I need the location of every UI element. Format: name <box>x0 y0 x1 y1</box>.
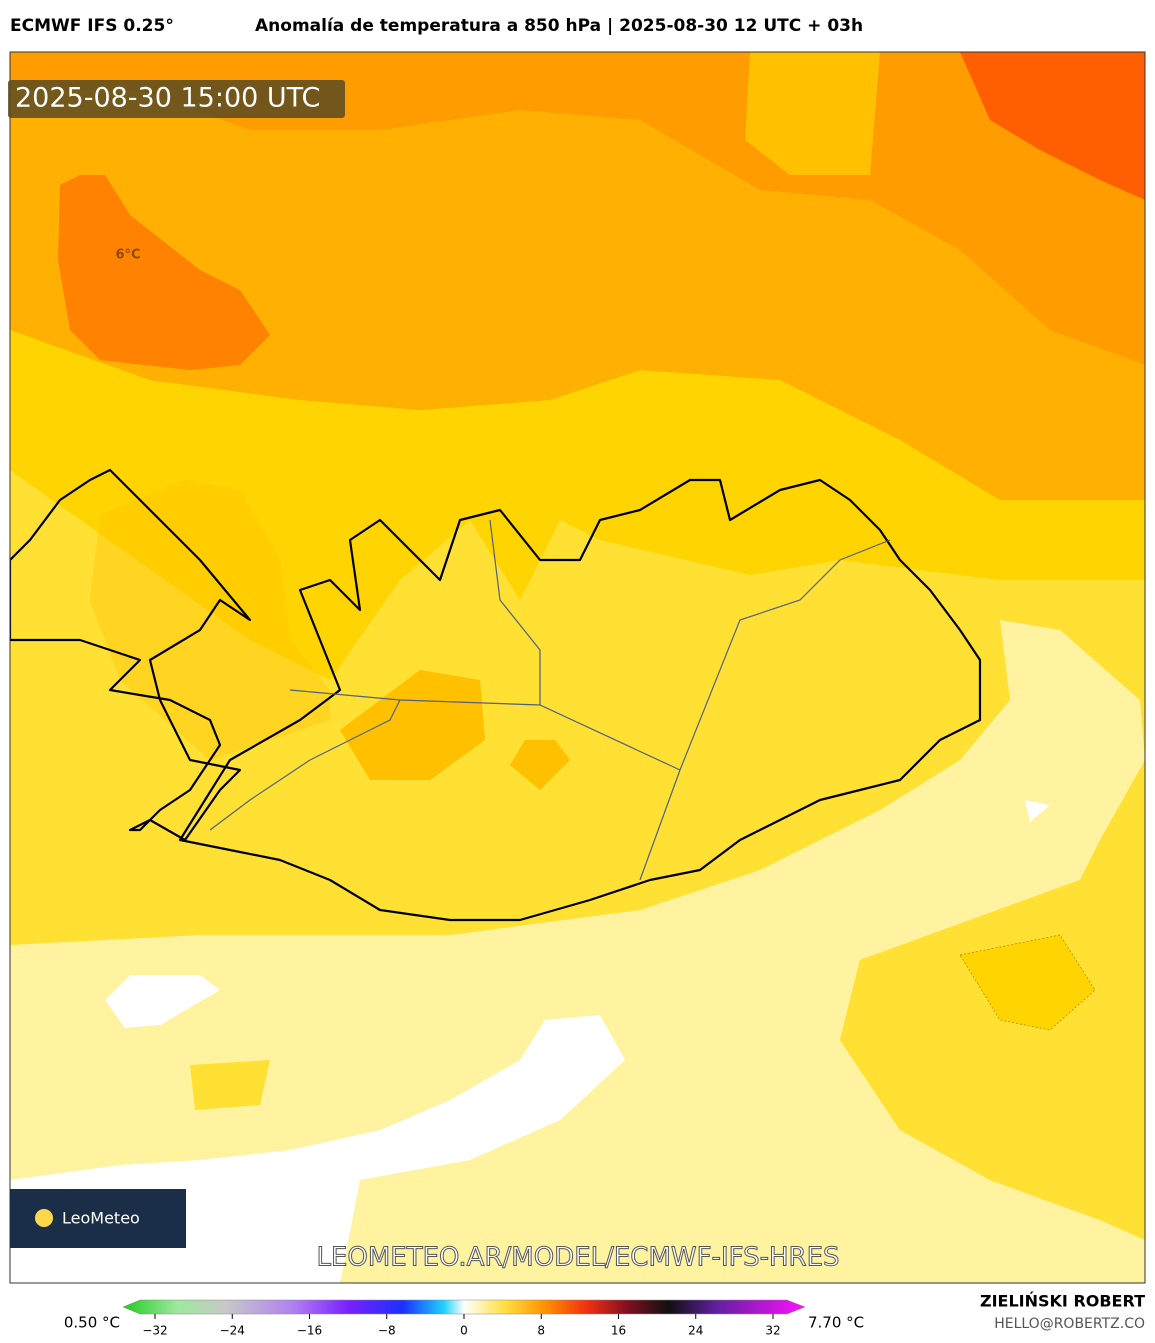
colorbar-tick-label: 16 <box>611 1324 626 1338</box>
logo-sun <box>35 1209 53 1227</box>
field-red-orange <box>960 52 1145 200</box>
field-white <box>1025 800 1050 822</box>
valid-time: 2025-08-30 15:00 UTC <box>15 83 320 114</box>
field-white <box>105 975 220 1028</box>
colorbar-tick-label: 32 <box>765 1324 780 1338</box>
time-box <box>8 80 345 118</box>
field-yellow-sw <box>190 1060 270 1110</box>
field-light <box>10 620 1145 1283</box>
colorbar-tick-label: 0 <box>460 1324 468 1338</box>
colorbar-tick-label: 8 <box>537 1324 545 1338</box>
field-deep-orange <box>58 175 270 370</box>
colorbar <box>122 1299 806 1315</box>
colorbar-min: 0.50 °C <box>64 1314 120 1332</box>
contour-label: 6°C <box>115 248 140 263</box>
field-gold-patch <box>510 740 570 790</box>
colorbar-tick-label: −8 <box>378 1324 396 1338</box>
colorbar-tick-label: −16 <box>297 1324 322 1338</box>
colorbar-max: 7.70 °C <box>808 1314 864 1332</box>
author: ZIELIŃSKI ROBERT <box>980 1292 1145 1311</box>
email: HELLO@ROBERTZ.CO <box>994 1316 1145 1332</box>
field-gold-patch <box>340 670 485 780</box>
map-frame <box>9 51 1146 1284</box>
model-name: ECMWF IFS 0.25° <box>10 16 174 36</box>
colorbar-tick-label: −24 <box>220 1324 245 1338</box>
watermark: LEOMETEO.AR/MODEL/ECMWF-IFS-HRES <box>316 1243 839 1273</box>
colorbar-ticks: −32 −24 −16 −8 0 8 16 24 32 <box>142 1314 781 1338</box>
logo-text: LeoMeteo <box>62 1209 140 1228</box>
map: 6°C <box>10 52 1145 1283</box>
colorbar-tick-label: 24 <box>688 1324 703 1338</box>
regional-borders <box>209 519 891 881</box>
field-gold-patch <box>90 480 330 760</box>
map-title: Anomalía de temperatura a 850 hPa | 2025… <box>255 16 863 36</box>
colorbar-tick-label: −32 <box>142 1324 167 1338</box>
coastline <box>10 468 982 922</box>
field-gold-se <box>959 934 1096 1031</box>
field-gold-patch <box>745 52 880 175</box>
